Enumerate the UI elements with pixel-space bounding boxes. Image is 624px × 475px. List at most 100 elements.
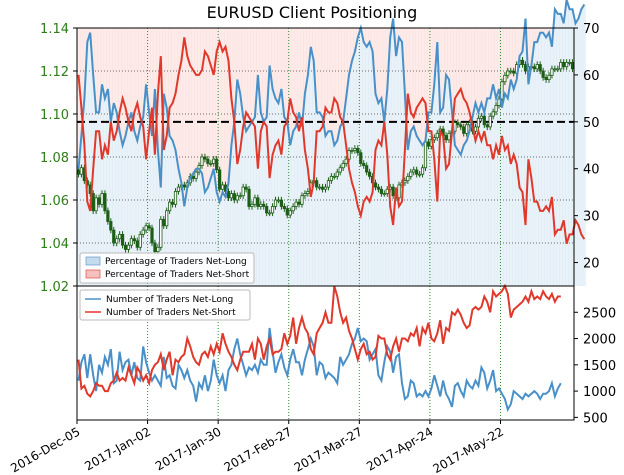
net-long-fill-bar xyxy=(174,149,178,286)
candle-body xyxy=(191,175,195,179)
net-short-fill-bar xyxy=(350,28,354,61)
net-short-fill-bar xyxy=(344,28,348,99)
candle-body xyxy=(220,184,225,190)
candle-body xyxy=(376,186,381,190)
candle-body xyxy=(300,195,304,205)
candle-body xyxy=(570,62,575,70)
net-long-fill-bar xyxy=(544,37,548,286)
net-short-fill-bar xyxy=(515,28,519,80)
candle-body xyxy=(520,59,525,65)
net-long-fill-bar xyxy=(421,145,425,286)
candle-body xyxy=(241,186,245,197)
net-short-fill-bar xyxy=(241,28,245,118)
candle-body xyxy=(409,171,413,177)
legend-label-net-long: Percentage of Traders Net-Long xyxy=(105,257,247,267)
candle-body xyxy=(567,62,572,64)
candle-body xyxy=(473,126,478,132)
bottom-axis-tick-label: 500 xyxy=(583,411,608,426)
net-long-fill-bar xyxy=(444,74,448,286)
net-short-fill-bar xyxy=(132,28,137,132)
net-short-fill-bar xyxy=(229,28,234,146)
net-long-fill-bar xyxy=(476,112,481,286)
net-long-fill-bar xyxy=(465,140,469,286)
net-long-fill-bar xyxy=(209,178,213,286)
candle-body xyxy=(226,190,231,199)
net-short-fill-bar xyxy=(376,28,381,104)
candle-body xyxy=(215,158,219,171)
net-long-fill-bar xyxy=(438,112,442,286)
net-short-fill-bar xyxy=(453,28,457,146)
candle-body xyxy=(494,105,498,113)
candle-body xyxy=(288,210,292,216)
net-long-fill-bar xyxy=(556,13,560,286)
net-short-fill-bar xyxy=(100,28,104,85)
candle-body xyxy=(459,124,463,128)
candle-body xyxy=(488,115,492,128)
candle-body xyxy=(456,122,460,126)
net-long-fill-bar xyxy=(129,112,134,286)
net-long-fill-bar xyxy=(535,42,540,287)
net-short-fill-bar xyxy=(268,28,272,66)
x-axis-tick-label: 2017-Jan-02 xyxy=(82,424,153,473)
net-short-fill-bar xyxy=(321,28,325,118)
net-long-fill-bar xyxy=(562,23,566,287)
net-long-fill-bar xyxy=(82,98,87,286)
x-axis-tick-label: 2016-Dec-05 xyxy=(8,424,82,475)
candle-body xyxy=(129,238,134,246)
net-long-fill-bar xyxy=(321,117,325,286)
net-long-fill-bar xyxy=(182,206,187,286)
net-short-fill-bar xyxy=(259,28,263,113)
candle-body xyxy=(538,64,542,72)
candle-body xyxy=(338,167,342,173)
net-short-fill-bar xyxy=(94,28,98,113)
candle-body xyxy=(482,115,486,126)
candle-body xyxy=(512,70,516,74)
net-long-fill-bar xyxy=(526,84,531,286)
net-short-fill-bar xyxy=(518,28,522,57)
net-short-fill-bar xyxy=(468,28,472,132)
net-long-fill-bar xyxy=(491,84,495,286)
candle-body xyxy=(159,218,163,248)
net-long-fill-bar xyxy=(85,42,90,287)
net-long-fill-bar xyxy=(371,51,375,286)
net-short-fill-bar xyxy=(526,28,531,85)
candle-body xyxy=(318,186,322,189)
candle-body xyxy=(91,193,95,212)
net-long-fill-bar xyxy=(509,79,513,286)
net-long-fill-bar xyxy=(550,46,554,286)
x-axis-tick-label: 2017-May-22 xyxy=(430,424,505,475)
net-short-fill-bar xyxy=(415,28,419,136)
candle-body xyxy=(141,229,145,235)
candle-body xyxy=(556,68,560,71)
candle-body xyxy=(94,197,98,212)
net-long-fill-bar xyxy=(309,46,313,286)
net-long-fill-bar xyxy=(341,121,345,287)
net-long-fill-bar xyxy=(221,192,225,286)
net-long-count-line xyxy=(77,327,562,413)
net-long-fill-bar xyxy=(356,37,360,286)
net-long-fill-bar xyxy=(256,74,260,286)
net-short-fill-bar xyxy=(79,28,84,136)
net-short-fill-bar xyxy=(374,28,378,94)
net-short-fill-bar xyxy=(353,28,357,52)
chart-title: EURUSD Client Positioning xyxy=(206,3,418,22)
candle-body xyxy=(150,227,154,244)
net-long-fill-bar xyxy=(235,79,240,286)
candle-body xyxy=(291,206,295,212)
candle-body xyxy=(423,141,428,169)
net-short-fill-bar xyxy=(153,28,157,89)
net-short-fill-bar xyxy=(159,28,163,188)
net-short-fill-bar xyxy=(424,28,428,141)
net-long-fill-bar xyxy=(482,112,487,286)
net-short-fill-bar xyxy=(109,28,113,122)
net-short-fill-bar xyxy=(203,28,207,193)
top-legend-box xyxy=(79,252,255,284)
candle-body xyxy=(479,115,483,119)
net-short-fill-bar xyxy=(506,28,510,99)
net-long-fill-bar xyxy=(479,103,484,287)
candle-body xyxy=(126,244,131,250)
net-short-fill-bar xyxy=(168,28,172,136)
net-short-fill-bar xyxy=(409,28,413,132)
candle-body xyxy=(297,201,301,205)
